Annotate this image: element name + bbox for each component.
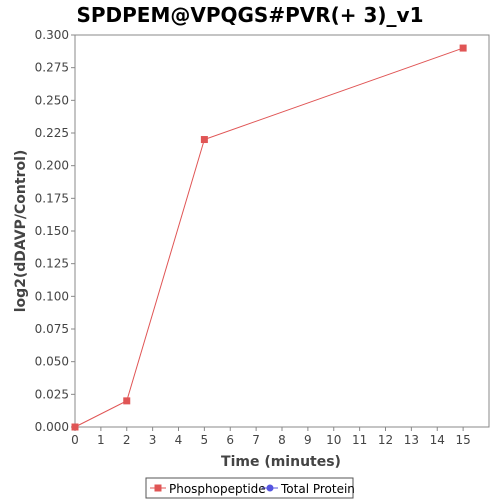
y-tick-label: 0.075 — [35, 322, 69, 336]
legend-marker-total-protein — [266, 484, 274, 492]
x-tick-label: 9 — [304, 433, 312, 447]
data-point — [123, 397, 131, 405]
x-tick-label: 1 — [97, 433, 105, 447]
x-tick-label: 4 — [175, 433, 183, 447]
y-tick-label: 0.000 — [35, 420, 69, 434]
data-point — [71, 423, 79, 431]
x-tick-label: 11 — [352, 433, 367, 447]
y-axis: 0.000 0.025 0.050 0.075 0.100 0.125 0.150 0.175… — [35, 28, 75, 434]
x-tick-label: 5 — [201, 433, 209, 447]
y-tick-label: 0.100 — [35, 289, 69, 303]
x-tick-label: 10 — [326, 433, 341, 447]
y-tick-label: 0.150 — [35, 224, 69, 238]
x-tick-label: 13 — [404, 433, 419, 447]
legend-box — [145, 477, 354, 499]
y-tick-label: 0.275 — [35, 61, 69, 75]
y-axis-label: log2(dDAVP/Control) — [13, 150, 29, 313]
series-line-0 — [74, 47, 464, 428]
legend-label-total-protein: Total Protein — [280, 482, 355, 496]
legend-marker-phosphopeptide — [154, 484, 162, 492]
y-tick-label: 0.050 — [35, 355, 69, 369]
x-tick-label: 2 — [123, 433, 131, 447]
x-axis-label: Time (minutes) — [221, 454, 341, 470]
y-tick-label: 0.125 — [35, 257, 69, 271]
y-tick-label: 0.025 — [35, 387, 69, 401]
chart-title: SPDPEM@VPQGS#PVR(+ 3)_v1 — [76, 3, 423, 27]
x-tick-label: 6 — [226, 433, 234, 447]
y-tick-label: 0.200 — [35, 159, 69, 173]
x-tick-label: 0 — [71, 433, 79, 447]
x-tick-label: 14 — [430, 433, 445, 447]
y-tick-label: 0.225 — [35, 126, 69, 140]
series-layer — [71, 44, 467, 431]
data-point — [459, 44, 467, 52]
legend-label-phosphopeptide: Phosphopeptide — [169, 482, 266, 496]
legend: Phosphopeptide Total Protein — [145, 477, 355, 499]
y-tick-label: 0.300 — [35, 28, 69, 42]
y-tick-label: 0.175 — [35, 191, 69, 205]
data-point — [200, 136, 208, 144]
x-tick-label: 7 — [252, 433, 260, 447]
y-tick-label: 0.250 — [35, 93, 69, 107]
x-tick-label: 12 — [378, 433, 393, 447]
x-tick-label: 15 — [455, 433, 470, 447]
plot-area — [74, 34, 490, 428]
x-tick-label: 8 — [278, 433, 286, 447]
x-axis: 0 1 2 3 4 5 6 7 8 9 10 11 12 13 14 15 — [71, 427, 471, 447]
x-tick-label: 3 — [149, 433, 157, 447]
